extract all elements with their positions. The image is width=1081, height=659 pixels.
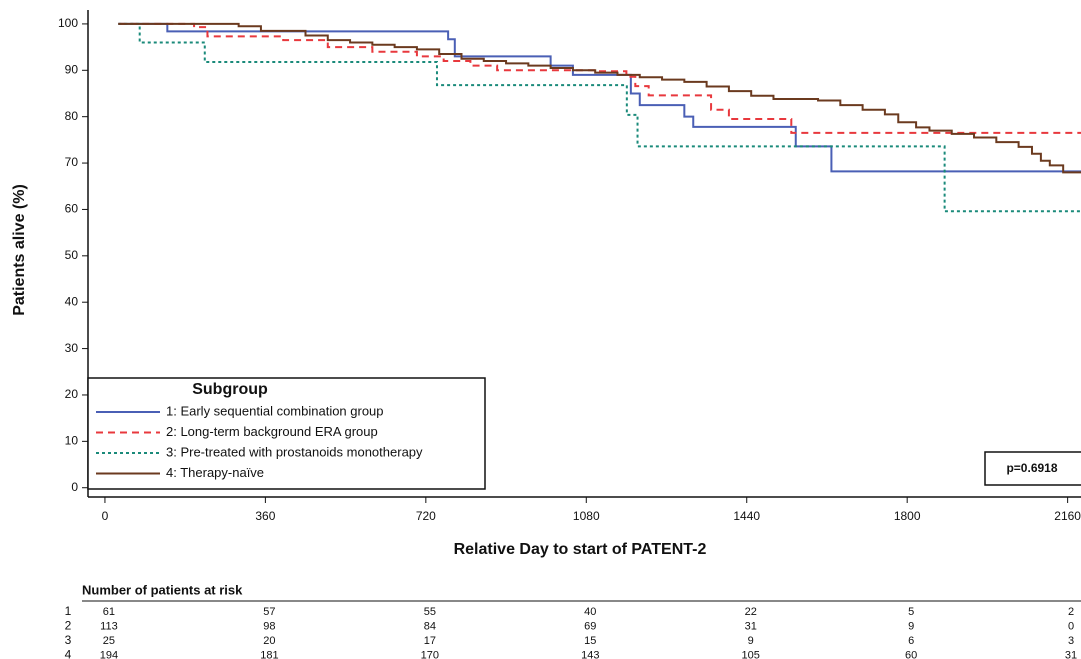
y-tick-label: 90 bbox=[65, 62, 79, 76]
legend-label: 2: Long-term background ERA group bbox=[166, 424, 378, 439]
x-tick-label: 1440 bbox=[733, 509, 760, 523]
x-tick-label: 2160 bbox=[1054, 509, 1081, 523]
x-tick-label: 1800 bbox=[894, 509, 921, 523]
risk-count: 181 bbox=[260, 649, 278, 659]
legend-label: 3: Pre-treated with prostanoids monother… bbox=[166, 444, 423, 459]
risk-count: 69 bbox=[584, 620, 596, 632]
legend-label: 4: Therapy-naïve bbox=[166, 465, 264, 480]
risk-count: 55 bbox=[424, 606, 436, 618]
risk-count: 40 bbox=[584, 606, 596, 618]
risk-count: 17 bbox=[424, 635, 436, 647]
risk-count: 3 bbox=[1068, 635, 1074, 647]
annotation-box bbox=[984, 451, 1081, 486]
risk-row-label: 4 bbox=[65, 648, 72, 659]
risk-count: 0 bbox=[1068, 620, 1074, 632]
risk-count: 194 bbox=[100, 649, 118, 659]
risk-table-title: Number of patients at risk bbox=[82, 582, 243, 597]
survival-curve bbox=[118, 22, 1081, 134]
survival-curve bbox=[118, 22, 1081, 213]
risk-row-label: 1 bbox=[65, 604, 72, 618]
risk-count: 20 bbox=[263, 635, 275, 647]
survival-curve bbox=[118, 22, 1081, 173]
risk-count: 6 bbox=[908, 635, 914, 647]
y-tick-label: 60 bbox=[65, 202, 79, 216]
risk-count: 5 bbox=[908, 606, 914, 618]
risk-count: 2 bbox=[1068, 606, 1074, 618]
risk-count: 25 bbox=[103, 635, 115, 647]
risk-count: 105 bbox=[742, 649, 760, 659]
y-tick-label: 30 bbox=[65, 341, 79, 355]
risk-row-label: 2 bbox=[65, 619, 72, 633]
y-tick-label: 50 bbox=[65, 248, 79, 262]
risk-count: 113 bbox=[100, 620, 118, 632]
x-axis-label: Relative Day to start of PATENT-2 bbox=[454, 541, 707, 558]
y-tick-label: 0 bbox=[71, 480, 78, 494]
risk-count: 84 bbox=[424, 620, 436, 632]
risk-count: 60 bbox=[905, 649, 917, 659]
y-tick-label: 40 bbox=[65, 294, 79, 308]
legend-box bbox=[87, 377, 486, 490]
risk-count: 170 bbox=[421, 649, 439, 659]
p-value: p=0.6918 bbox=[1006, 461, 1057, 475]
risk-count: 9 bbox=[908, 620, 914, 632]
survival-curve bbox=[118, 22, 1081, 174]
x-tick-label: 1080 bbox=[573, 509, 600, 523]
legend-label: 1: Early sequential combination group bbox=[166, 403, 384, 418]
y-tick-label: 100 bbox=[58, 16, 78, 30]
x-tick-label: 360 bbox=[255, 509, 275, 523]
risk-count: 57 bbox=[263, 606, 275, 618]
risk-count: 143 bbox=[581, 649, 599, 659]
legend-title: Subgroup bbox=[192, 381, 268, 398]
x-tick-label: 0 bbox=[102, 509, 109, 523]
risk-count: 61 bbox=[103, 606, 115, 618]
x-tick-label: 720 bbox=[416, 509, 436, 523]
risk-count: 9 bbox=[748, 635, 754, 647]
risk-count: 15 bbox=[584, 635, 596, 647]
y-tick-label: 20 bbox=[65, 387, 79, 401]
risk-count: 98 bbox=[263, 620, 275, 632]
y-tick-label: 70 bbox=[65, 155, 79, 169]
y-axis-label: Patients alive (%) bbox=[11, 184, 28, 316]
risk-row-label: 3 bbox=[65, 633, 72, 647]
risk-count: 31 bbox=[1065, 649, 1077, 659]
risk-count: 22 bbox=[745, 606, 757, 618]
y-tick-label: 80 bbox=[65, 109, 79, 123]
risk-count: 31 bbox=[745, 620, 757, 632]
y-tick-label: 10 bbox=[65, 434, 79, 448]
